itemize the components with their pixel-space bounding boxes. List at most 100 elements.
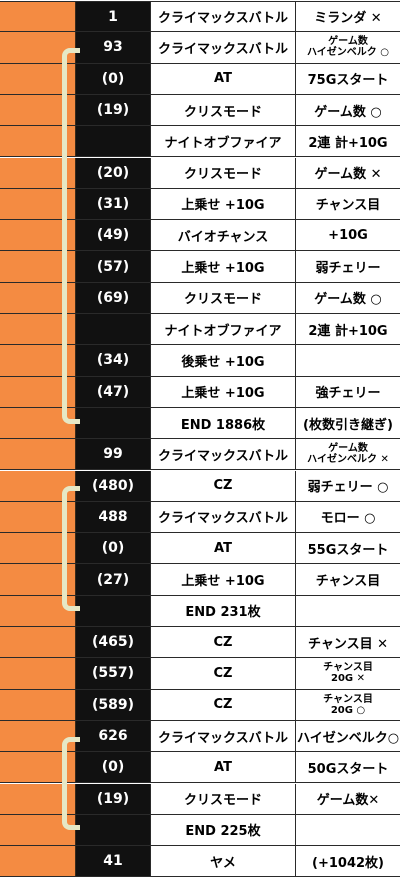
row-gutter — [0, 2, 76, 32]
table-row: (34) 後乗せ +10G — [0, 345, 400, 377]
note-cell: 75Gスタート — [296, 63, 400, 94]
event-cell: クライマックスバトル — [151, 720, 296, 752]
table-row: (480) CZ 弱チェリー ○ — [0, 470, 400, 502]
event-cell: END 225枚 — [151, 814, 296, 846]
table-row: (47) 上乗せ +10G 強チェリー — [0, 376, 400, 408]
game-count-cell: (480) — [76, 470, 151, 501]
group-bracket — [62, 486, 80, 612]
event-cell: ナイトオブファイア — [151, 314, 296, 345]
game-count-cell — [76, 814, 151, 846]
note-cell: +10G — [296, 220, 400, 251]
table-row: END 1886枚 (枚数引き継ぎ) — [0, 407, 400, 440]
table-row: (0) AT 55Gスタート — [0, 533, 400, 565]
note-line: ハイゼンベルク ○ — [306, 47, 389, 59]
note-cell: チャンス目 ✕ — [296, 627, 400, 658]
table-row: (69) クリスモード ゲーム数 ○ — [0, 282, 400, 314]
game-count-cell: 99 — [76, 439, 151, 470]
note-cell: ゲーム数 ✕ — [296, 157, 400, 188]
note-cell: チャンス目 20G ✕ — [296, 658, 400, 689]
note-cell: チャンス目 20G ○ — [296, 689, 400, 720]
game-count-cell — [76, 407, 151, 439]
event-cell: クリスモード — [151, 282, 296, 313]
table-row: ナイトオブファイア 2連 計+10G — [0, 314, 400, 346]
note-line: 20G ○ — [330, 704, 366, 716]
event-cell: クリスモード — [151, 157, 296, 188]
note-cell: 50Gスタート — [296, 752, 400, 783]
game-count-cell: (57) — [76, 251, 151, 282]
note-line: ゲーム数 — [328, 36, 368, 48]
game-count-cell: (0) — [76, 533, 151, 564]
event-cell: AT — [151, 752, 296, 783]
event-cell: クリスモード — [151, 94, 296, 126]
game-count-cell: (19) — [76, 783, 151, 814]
table-row: (31) 上乗せ +10G チャンス目 — [0, 188, 400, 221]
row-gutter — [0, 32, 76, 63]
row-gutter — [0, 658, 76, 689]
group-bracket — [62, 47, 80, 424]
game-count-cell: (0) — [76, 63, 151, 94]
note-cell: 2連 計+10G — [296, 314, 400, 345]
note-cell — [296, 814, 400, 846]
game-count-cell: (49) — [76, 220, 151, 251]
note-cell: ミランダ ✕ — [296, 2, 400, 32]
game-count-cell: (589) — [76, 689, 151, 720]
game-count-cell: (69) — [76, 282, 151, 313]
game-count-cell: 41 — [76, 846, 151, 877]
note-line: チャンス目 — [323, 693, 373, 705]
table-row: (49) バイオチャンス +10G — [0, 220, 400, 252]
game-count-cell: 488 — [76, 501, 151, 533]
table-row: 93 クライマックスバトル ゲーム数 ハイゼンベルク ○ — [0, 32, 400, 64]
note-cell: ゲーム数 ○ — [296, 94, 400, 126]
note-cell — [296, 595, 400, 626]
game-count-cell: (557) — [76, 658, 151, 689]
table-row: 1 クライマックスバトル ミランダ ✕ — [0, 1, 400, 33]
event-cell: ヤメ — [151, 846, 296, 877]
note-cell: ゲーム数 ハイゼンベルク ✕ — [296, 439, 400, 470]
note-line: チャンス目 — [323, 662, 373, 674]
game-count-cell: (34) — [76, 345, 151, 376]
table-row: (557) CZ チャンス目 20G ✕ — [0, 658, 400, 690]
event-cell: CZ — [151, 658, 296, 689]
note-cell: ゲーム数✕ — [296, 783, 400, 814]
event-cell: AT — [151, 533, 296, 564]
note-cell: 55Gスタート — [296, 533, 400, 564]
note-cell: ゲーム数 ハイゼンベルク ○ — [296, 32, 400, 63]
table-row: (19) クリスモード ゲーム数✕ — [0, 783, 400, 815]
event-cell: クライマックスバトル — [151, 32, 296, 63]
row-gutter — [0, 439, 76, 470]
table-row: 41 ヤメ (+1042枚) — [0, 846, 400, 878]
table-row: ナイトオブファイア 2連 計+10G — [0, 126, 400, 158]
table-row: (57) 上乗せ +10G 弱チェリー — [0, 251, 400, 283]
event-cell: 上乗せ +10G — [151, 376, 296, 407]
game-count-cell: (0) — [76, 752, 151, 783]
note-line: ゲーム数 — [328, 443, 368, 455]
event-cell: 上乗せ +10G — [151, 251, 296, 282]
table-row: (589) CZ チャンス目 20G ○ — [0, 689, 400, 721]
note-cell: 2連 計+10G — [296, 126, 400, 157]
game-count-cell: (20) — [76, 157, 151, 188]
game-count-cell: (465) — [76, 627, 151, 658]
note-cell: ハイゼンベルク○ — [296, 720, 400, 752]
event-cell: クライマックスバトル — [151, 439, 296, 470]
event-cell: クライマックスバトル — [151, 2, 296, 32]
game-count-cell: 93 — [76, 32, 151, 63]
table-row: END 231枚 — [0, 595, 400, 627]
table-row: END 225枚 — [0, 814, 400, 847]
note-cell: 強チェリー — [296, 376, 400, 407]
event-cell: クライマックスバトル — [151, 501, 296, 533]
game-count-cell — [76, 126, 151, 157]
note-cell: 弱チェリー — [296, 251, 400, 282]
table-row: (465) CZ チャンス目 ✕ — [0, 627, 400, 659]
event-cell: バイオチャンス — [151, 220, 296, 251]
table-row: (0) AT 75Gスタート — [0, 63, 400, 95]
game-count-cell: (19) — [76, 94, 151, 126]
game-count-cell: 626 — [76, 720, 151, 752]
event-cell: CZ — [151, 470, 296, 501]
note-line: 20G ✕ — [331, 673, 365, 685]
note-cell: チャンス目 — [296, 188, 400, 220]
event-cell: AT — [151, 63, 296, 94]
event-cell: 上乗せ +10G — [151, 188, 296, 220]
game-count-cell: (31) — [76, 188, 151, 220]
table-row: (27) 上乗せ +10G チャンス目 — [0, 564, 400, 596]
